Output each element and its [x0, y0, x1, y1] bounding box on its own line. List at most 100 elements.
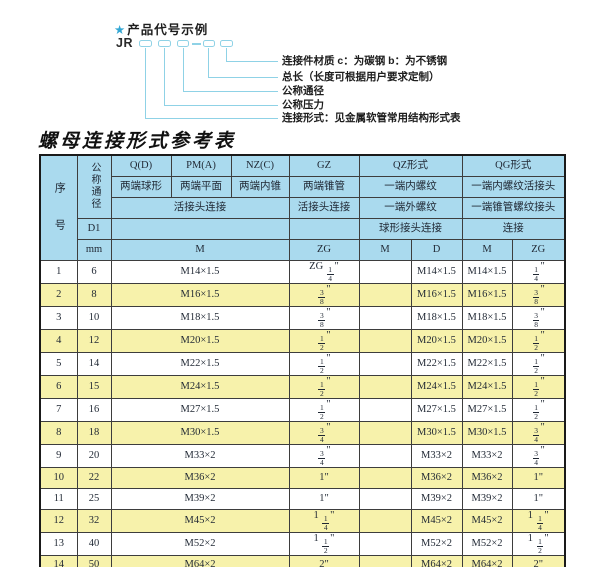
cell-qg-m: M14×1.5 — [461, 259, 513, 284]
header-qz-type2: 一端外螺纹 — [358, 196, 463, 219]
code-box-4 — [203, 40, 215, 47]
cell-mm: 40 — [76, 531, 112, 556]
header-qg-zg: ZG — [511, 238, 566, 261]
cell-qz-d: M45×2 — [410, 508, 463, 533]
cell-m: M16×1.5 — [110, 282, 290, 307]
cell-qg-zg: 1 1 4 " — [511, 508, 566, 533]
cell-gz: 3 8 " — [288, 305, 360, 330]
cell-qz-d: M18×1.5 — [410, 305, 463, 330]
table-row: 3 10 M18×1.5 3 8 " M18×1.5 M18×1.5 3 8 " — [39, 305, 566, 330]
cell-qz-d: M64×2 — [410, 554, 463, 567]
cell-mm: 25 — [76, 487, 112, 510]
cell-qg-m: M16×1.5 — [461, 282, 513, 307]
cell-gz: 3 4 " — [288, 443, 360, 468]
cell-mm: 50 — [76, 554, 112, 567]
table-row: 6 15 M24×1.5 1 2 " M24×1.5 M24×1.5 1 2 " — [39, 374, 566, 399]
cell-m: M24×1.5 — [110, 374, 290, 399]
connector-line — [145, 118, 278, 120]
star-icon: ★ — [114, 23, 127, 37]
code-box-2 — [158, 40, 171, 47]
cell-mm: 14 — [76, 351, 112, 376]
cell-m: M27×1.5 — [110, 397, 290, 422]
table-row: 7 16 M27×1.5 1 2 " M27×1.5 M27×1.5 1 2 " — [39, 397, 566, 422]
table-row: 1 6 M14×1.5 ZG 1 4 " M14×1.5 M14×1.5 1 4 " — [39, 259, 566, 284]
table-row: 8 18 M30×1.5 3 4 " M30×1.5 M30×1.5 3 4 " — [39, 420, 566, 445]
cell-qz-m — [358, 282, 412, 307]
cell-mm: 15 — [76, 374, 112, 399]
cell-seq: 12 — [39, 508, 78, 533]
cell-qz-m — [358, 351, 412, 376]
header-blank — [288, 217, 360, 240]
connector-line — [183, 91, 278, 93]
table-row: 9 20 M33×2 3 4 " M33×2 M33×2 3 4 " — [39, 443, 566, 468]
cell-qg-m: M52×2 — [461, 531, 513, 556]
header-col-nz: NZ(C) — [230, 154, 290, 177]
cell-qz-m — [358, 531, 412, 556]
cell-qg-zg: 1 2 " — [511, 374, 566, 399]
cell-gz: 3 8 " — [288, 282, 360, 307]
cell-qg-zg: 3 4 " — [511, 443, 566, 468]
connector-line — [164, 105, 278, 107]
table-body: 1 6 M14×1.5 ZG 1 4 " M14×1.5 M14×1.5 1 4 " 2 8 M16×1.… — [39, 259, 566, 567]
code-label-length: 总长（长度可根据用户要求定制） — [282, 71, 440, 83]
cell-qz-m — [358, 466, 412, 489]
table-row: 14 50 M64×2 2" M64×2 M64×2 2" — [39, 554, 566, 567]
header-qz-d: D — [410, 238, 463, 261]
table-row: 11 25 M39×2 1" M39×2 M39×2 1" — [39, 487, 566, 510]
cell-mm: 12 — [76, 328, 112, 353]
cell-seq: 6 — [39, 374, 78, 399]
cell-gz: 1 2 " — [288, 328, 360, 353]
diagram-title-text: 产品代号示例 — [127, 23, 209, 37]
cell-seq: 10 — [39, 466, 78, 489]
cell-qg-zg: 3 4 " — [511, 420, 566, 445]
header-qg-type1: 一端内螺纹活接头 — [461, 175, 566, 198]
header-gz-connection: 活接头连接 — [288, 196, 360, 219]
cell-qz-m — [358, 374, 412, 399]
cell-m: M52×2 — [110, 531, 290, 556]
cell-qg-m: M30×1.5 — [461, 420, 513, 445]
table-row: 2 8 M16×1.5 3 8 " M16×1.5 M16×1.5 3 8 " — [39, 282, 566, 307]
cell-m: M20×1.5 — [110, 328, 290, 353]
cell-seq: 8 — [39, 420, 78, 445]
cell-seq: 4 — [39, 328, 78, 353]
code-prefix: JR — [116, 36, 133, 50]
header-mm: mm — [76, 238, 112, 261]
cell-mm: 8 — [76, 282, 112, 307]
cell-gz: 1 2 " — [288, 351, 360, 376]
cell-mm: 16 — [76, 397, 112, 422]
cell-qz-d: M39×2 — [410, 487, 463, 510]
cell-m: M22×1.5 — [110, 351, 290, 376]
header-col-gz: GZ — [288, 154, 360, 177]
table-row: 5 14 M22×1.5 1 2 " M22×1.5 M22×1.5 1 2 " — [39, 351, 566, 376]
cell-m: M14×1.5 — [110, 259, 290, 284]
cell-seq: 14 — [39, 554, 78, 567]
connector-line — [226, 61, 278, 63]
cell-m: M36×2 — [110, 466, 290, 489]
cell-mm: 22 — [76, 466, 112, 489]
header-qz-type1: 一端内螺纹 — [358, 175, 463, 198]
header-nominal-diameter: 公称通径 — [76, 154, 112, 219]
cell-qz-d: M27×1.5 — [410, 397, 463, 422]
cell-qz-d: M24×1.5 — [410, 374, 463, 399]
code-label-material: 连接件材质 c：为碳钢 b：为不锈钢 — [282, 55, 448, 67]
header-qg-connection: 连接 — [461, 217, 566, 240]
cell-seq: 1 — [39, 259, 78, 284]
cell-seq: 7 — [39, 397, 78, 422]
cell-gz: 1 1 2 " — [288, 531, 360, 556]
cell-qg-m: M33×2 — [461, 443, 513, 468]
cell-seq: 13 — [39, 531, 78, 556]
code-box-1 — [139, 40, 152, 47]
cell-qg-m: M45×2 — [461, 508, 513, 533]
cell-qg-zg: 1 1 2 " — [511, 531, 566, 556]
cell-mm: 18 — [76, 420, 112, 445]
cell-m: M39×2 — [110, 487, 290, 510]
